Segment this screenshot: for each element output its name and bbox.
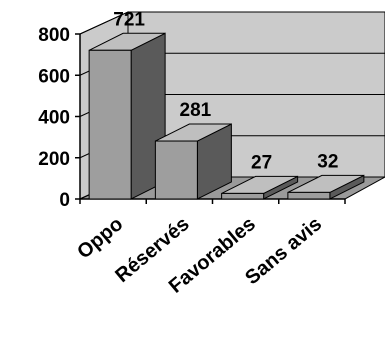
data-label: 32: [317, 151, 338, 172]
bar-front: [154, 140, 198, 200]
data-labels: 721 281 27 32: [113, 9, 338, 173]
y-tick-label: 200: [38, 149, 70, 170]
data-label: 721: [113, 9, 145, 30]
bar: [221, 175, 299, 200]
gridline: [79, 11, 385, 35]
y-tick-label: 600: [38, 66, 70, 87]
y-tick-label: 800: [38, 25, 70, 46]
data-label: 281: [180, 100, 212, 121]
bar: [287, 174, 365, 200]
bars: [88, 32, 365, 200]
bar: [154, 123, 232, 200]
x-axis: [79, 198, 346, 204]
data-label: 27: [251, 152, 272, 173]
y-tick-label: 400: [38, 108, 70, 129]
y-tick-label: 0: [59, 190, 70, 211]
category-label: Oppo: [73, 213, 127, 263]
bar: [88, 32, 166, 200]
bar-front: [287, 191, 331, 200]
bar-front: [221, 192, 265, 200]
y-axis: 0 200 400 600 800: [38, 25, 81, 211]
bar-front: [88, 49, 132, 200]
